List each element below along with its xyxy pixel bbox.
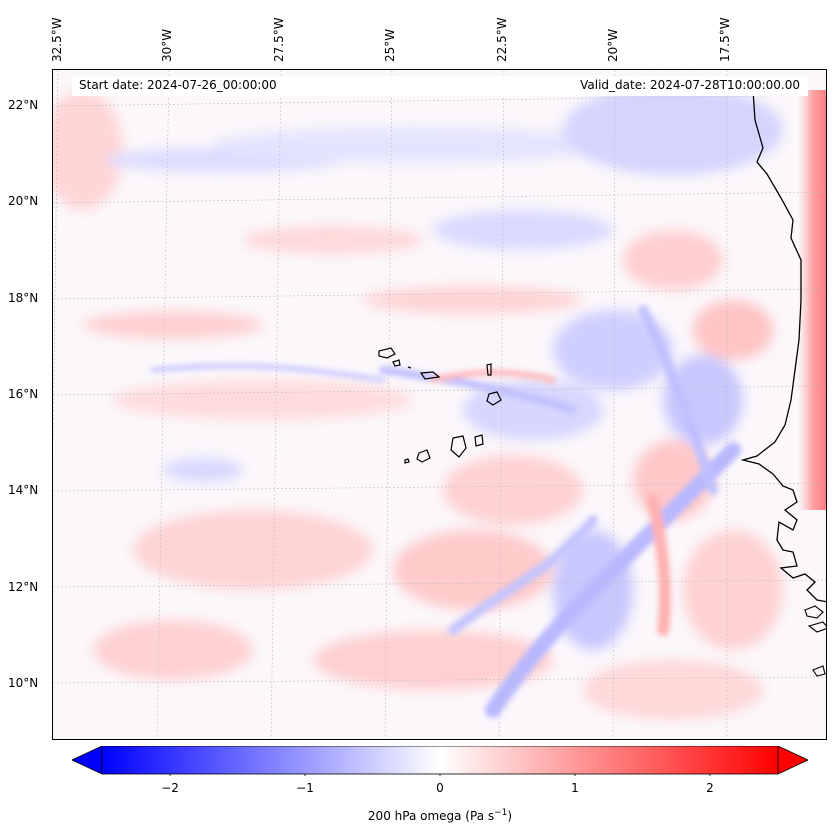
lon-label-30w: 30°W	[160, 28, 174, 62]
colorbar-label-exponent: −1	[494, 808, 508, 818]
lat-label-14n: 14°N	[8, 483, 39, 497]
graticule	[53, 70, 826, 739]
colorbar-extend-high	[777, 746, 808, 775]
omega-field-map	[53, 70, 826, 739]
lat-label-18n: 18°N	[8, 291, 39, 305]
colorbar-label-end: )	[507, 809, 513, 823]
lat-label-20n: 20°N	[8, 194, 39, 208]
lon-label-20w: 20°W	[606, 28, 620, 62]
lon-label-17-5w: 17.5°W	[718, 17, 732, 62]
colorbar-tick-1: 1	[571, 781, 579, 795]
lat-label-22n: 22°N	[8, 98, 39, 112]
lon-label-25w: 25°W	[383, 28, 397, 62]
colorbar	[72, 746, 808, 776]
colorbar-tick-neg1: −1	[296, 781, 314, 795]
field-anomalies	[53, 85, 783, 720]
lat-label-12n: 12°N	[8, 580, 39, 594]
colorbar-gradient	[101, 746, 779, 775]
colorbar-tick-neg2: −2	[161, 781, 179, 795]
date-annotation-box	[72, 76, 808, 96]
map-panel[interactable]	[52, 69, 827, 740]
colorbar-label: 200 hPa omega (Pa s−1)	[0, 808, 837, 823]
colorbar-tick-0: 0	[436, 781, 444, 795]
east-edge-ascent	[798, 90, 826, 510]
lat-label-10n: 10°N	[8, 676, 39, 690]
colorbar-label-text: 200 hPa omega (Pa s	[367, 809, 495, 823]
lon-label-22-5w: 22.5°W	[495, 17, 509, 62]
valid-date-label: Valid_date: 2024-07-28T10:00:00.00	[580, 78, 800, 92]
colorbar-extend-low	[72, 746, 103, 775]
start-date-label: Start date: 2024-07-26_00:00:00	[79, 78, 277, 92]
cape-verde-islands	[378, 347, 502, 464]
colorbar-tick-2: 2	[706, 781, 714, 795]
coastline-islets	[804, 605, 826, 677]
lat-label-16n: 16°N	[8, 387, 39, 401]
africa-coastline	[740, 89, 826, 603]
lon-label-32-5w: 32.5°W	[50, 17, 64, 62]
field-bands	[150, 305, 741, 718]
lon-label-27-5w: 27.5°W	[272, 17, 286, 62]
